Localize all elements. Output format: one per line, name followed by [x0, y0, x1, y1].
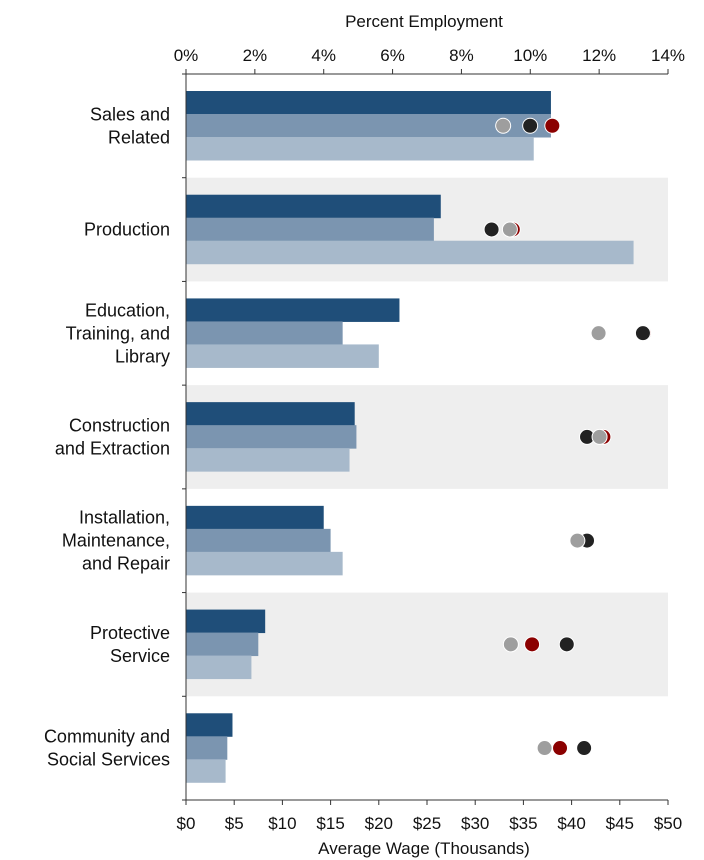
- bar-2-0: [186, 137, 534, 161]
- top-axis-title: Percent Employment: [345, 12, 503, 31]
- bottom-tick-label-7: $35: [509, 814, 537, 833]
- category-label-line: Production: [84, 220, 170, 240]
- bar-0-3: [186, 402, 355, 426]
- category-label-5: Protective Service: [90, 623, 170, 666]
- bar-1-5: [186, 632, 259, 657]
- category-label-line: Maintenance,: [62, 531, 170, 551]
- category-label-line: Installation,: [79, 508, 170, 528]
- category-label-line: Training, and: [66, 323, 170, 343]
- category-label-0: Sales and Related: [90, 104, 170, 147]
- category-label-2: Education, Training, and Library: [66, 300, 170, 366]
- dot-2-5: [502, 636, 519, 653]
- bottom-tick-label-2: $10: [268, 814, 296, 833]
- bar-0-0: [186, 91, 551, 115]
- dot-1-5: [558, 636, 575, 653]
- bar-2-3: [186, 448, 350, 472]
- bar-2-6: [186, 759, 226, 783]
- dot-1-0: [522, 117, 539, 134]
- wage-dots: [483, 117, 652, 757]
- category-label-line: Protective: [90, 623, 170, 643]
- bottom-tick-label-4: $20: [365, 814, 393, 833]
- dot-0-5: [524, 636, 541, 653]
- bottom-axis-title: Average Wage (Thousands): [318, 839, 530, 858]
- bar-0-5: [186, 609, 266, 634]
- category-label-4: Installation, Maintenance, and Repair: [62, 508, 170, 574]
- axes: [182, 69, 669, 805]
- bar-1-3: [186, 425, 357, 449]
- dot-2-6: [536, 740, 553, 757]
- category-label-line: and Repair: [82, 554, 170, 574]
- dot-2-3: [591, 428, 608, 445]
- category-label-line: Sales and: [90, 104, 170, 124]
- dot-2-0: [495, 117, 512, 134]
- dot-2-4: [569, 532, 586, 549]
- top-tick-label-4: 8%: [449, 46, 474, 65]
- top-tick-label-0: 0%: [174, 46, 199, 65]
- bars: [186, 91, 634, 783]
- bar-2-5: [186, 655, 252, 680]
- bar-1-1: [186, 217, 434, 242]
- band-5: [186, 592, 668, 697]
- bottom-tick-label-0: $0: [177, 814, 196, 833]
- bottom-tick-label-1: $5: [225, 814, 244, 833]
- dot-1-2: [634, 325, 651, 342]
- bottom-tick-label-3: $15: [316, 814, 344, 833]
- dot-2-2: [590, 325, 607, 342]
- category-label-line: Related: [108, 127, 170, 147]
- top-tick-label-2: 4%: [311, 46, 336, 65]
- bar-1-2: [186, 321, 343, 345]
- bottom-tick-label-8: $40: [557, 814, 585, 833]
- bar-1-0: [186, 114, 551, 138]
- dot-0-6: [552, 740, 569, 757]
- bar-0-6: [186, 713, 233, 737]
- category-label-line: Library: [115, 346, 170, 366]
- bar-1-4: [186, 528, 331, 553]
- bar-0-4: [186, 505, 324, 530]
- category-label-line: Service: [110, 646, 170, 666]
- bar-2-2: [186, 344, 379, 368]
- bottom-tick-label-9: $45: [606, 814, 634, 833]
- bottom-tick-label-5: $25: [413, 814, 441, 833]
- bar-2-1: [186, 240, 634, 265]
- category-label-line: Community and: [44, 727, 170, 747]
- top-tick-label-1: 2%: [243, 46, 268, 65]
- dot-0-0: [544, 117, 561, 134]
- category-label-6: Community and Social Services: [44, 727, 170, 770]
- top-tick-label-7: 14%: [651, 46, 685, 65]
- category-label-line: Construction: [69, 416, 170, 436]
- dot-1-1: [483, 221, 500, 238]
- bar-0-1: [186, 194, 441, 219]
- category-label-line: and Extraction: [55, 439, 170, 459]
- bar-0-2: [186, 298, 400, 322]
- bar-2-4: [186, 551, 343, 576]
- bottom-tick-label-10: $50: [654, 814, 682, 833]
- category-label-1: Production: [84, 220, 170, 240]
- category-label-line: Social Services: [47, 750, 170, 770]
- category-label-3: Construction and Extraction: [55, 416, 170, 459]
- bar-1-6: [186, 736, 228, 760]
- category-label-line: Education,: [85, 300, 170, 320]
- bottom-tick-label-6: $30: [461, 814, 489, 833]
- dot-1-6: [576, 740, 593, 757]
- top-tick-label-5: 10%: [513, 46, 547, 65]
- labels: 0% 2% 4% 6% 8% 10% 12% 14% $0 $5 $10 $15 $20 $25 $30 $3…: [44, 12, 685, 858]
- dot-2-1: [501, 221, 518, 238]
- top-tick-label-3: 6%: [380, 46, 405, 65]
- top-tick-label-6: 12%: [582, 46, 616, 65]
